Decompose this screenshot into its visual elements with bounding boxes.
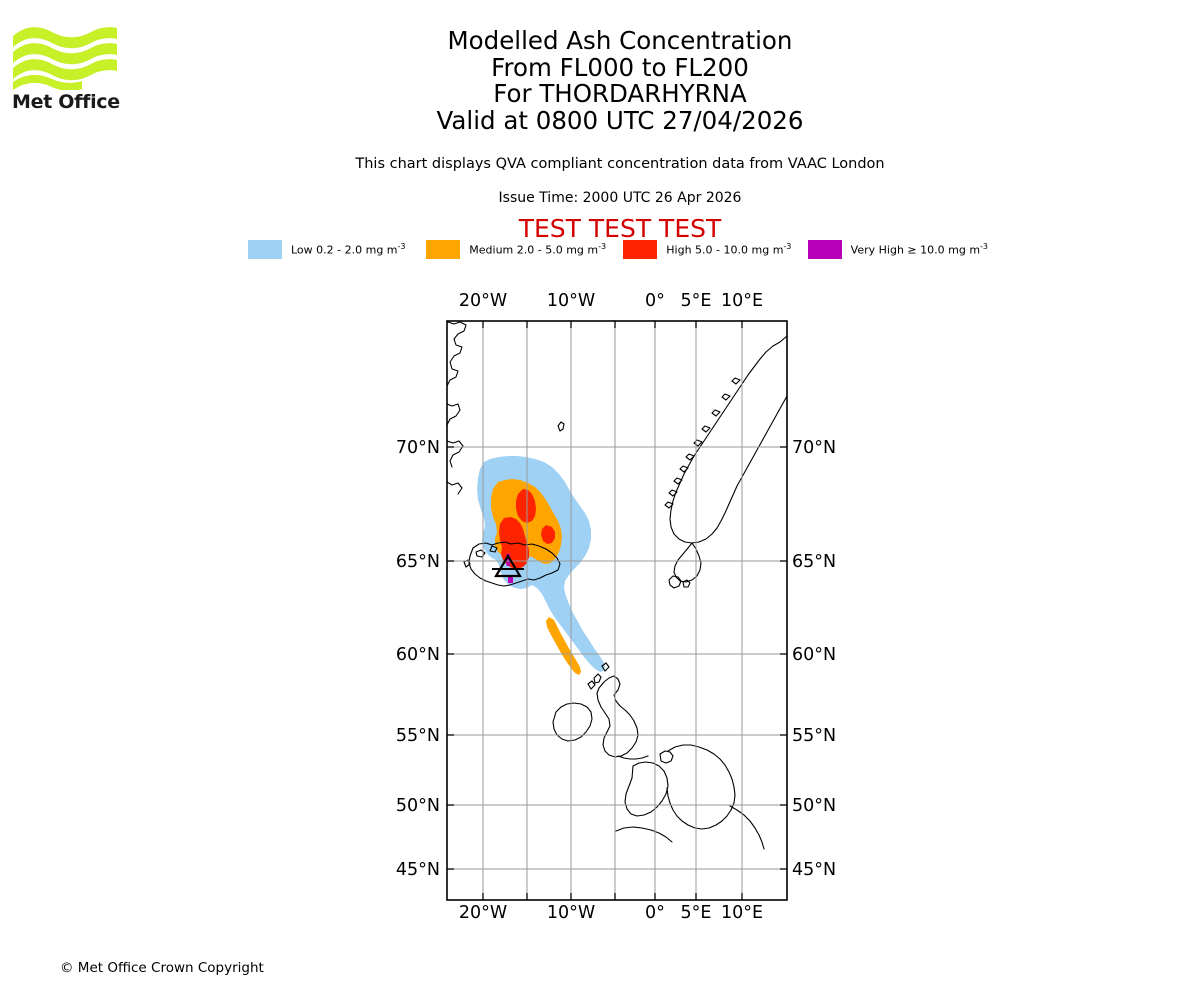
map-frame <box>446 320 788 901</box>
lon-label-top-20W: 20°W <box>459 291 507 311</box>
legend-swatch-medium <box>426 239 461 259</box>
ash-contour-very-high-upper <box>506 554 510 566</box>
legend-exponent-high: -3 <box>783 241 792 251</box>
lat-label-left-60N: 60°N <box>396 645 440 665</box>
coastline-great-britain <box>596 675 639 758</box>
legend-text-low: Low 0.2 - 2.0 mg m <box>291 243 398 257</box>
lon-label-top-10W: 10°W <box>547 291 595 311</box>
ash-contour-high-east <box>541 525 555 544</box>
lat-label-right-45N: 45°N <box>792 860 836 880</box>
lat-label-right-50N: 50°N <box>792 796 836 816</box>
ash-contour-high-north <box>516 489 536 523</box>
lat-label-right-70N: 70°N <box>792 438 836 458</box>
title-line-4: Valid at 0800 UTC 27/04/2026 <box>436 105 804 135</box>
coastline-scotland-isles <box>587 662 610 690</box>
map-axis-left: 70°N 65°N 60°N 55°N 50°N 45°N <box>396 438 440 880</box>
lat-label-left-45N: 45°N <box>396 860 440 880</box>
coastline-faroe <box>557 421 565 432</box>
coastlines <box>447 321 787 850</box>
coastline-iberia-north <box>615 826 673 843</box>
legend-exponent-low: -3 <box>397 241 406 251</box>
coastline-channel <box>617 755 649 760</box>
chart-note: This chart displays QVA compliant concen… <box>355 156 885 172</box>
met-office-logo: Met Office <box>12 24 122 114</box>
lat-label-left-50N: 50°N <box>396 796 440 816</box>
legend-swatch-low <box>248 239 282 259</box>
map-axis-bottom: 20°W 10°W 0° 5°E 10°E <box>459 903 763 923</box>
coastline-norway <box>669 335 787 544</box>
legend-label-low: Low 0.2 - 2.0 mg m-3 <box>291 242 406 257</box>
coastline-europe-mainland <box>666 744 736 830</box>
coastline-greenland <box>447 321 467 495</box>
legend-swatch-high <box>623 239 658 259</box>
volcano-marker-icon <box>492 553 524 578</box>
legend: Low 0.2 - 2.0 mg m-3 Medium 2.0 - 5.0 mg… <box>248 239 988 259</box>
title-line-2: From FL000 to FL200 <box>491 52 749 82</box>
map-gridlines <box>447 321 787 900</box>
page-title: Modelled Ash Concentration From FL000 to… <box>180 26 1060 135</box>
map-axis-top: 20°W 10°W 0° 5°E 10°E <box>459 291 763 311</box>
legend-label-very-high: Very High ≥ 10.0 mg m-3 <box>851 242 988 257</box>
lon-label-bottom-10E: 10°E <box>721 903 763 923</box>
legend-item-low: Low 0.2 - 2.0 mg m-3 <box>248 239 406 259</box>
logo-waves-icon <box>13 27 117 90</box>
title-line-1: Modelled Ash Concentration <box>447 26 793 55</box>
lat-label-right-60N: 60°N <box>792 645 836 665</box>
legend-text-medium: Medium 2.0 - 5.0 mg m <box>469 243 599 257</box>
legend-item-very-high: Very High ≥ 10.0 mg m-3 <box>807 239 988 259</box>
logo-wordmark: Met Office <box>12 91 120 113</box>
map-ticks <box>447 321 787 900</box>
lat-label-right-65N: 65°N <box>792 552 836 572</box>
coastline-norway-fjords <box>664 377 741 509</box>
copyright-notice: © Met Office Crown Copyright <box>60 960 264 976</box>
lat-label-right-55N: 55°N <box>792 726 836 746</box>
lon-label-top-10E: 10°E <box>721 291 763 311</box>
test-banner: TEST TEST TEST <box>518 214 722 243</box>
lon-label-top-0: 0° <box>645 291 665 311</box>
lon-label-top-5E: 5°E <box>681 291 712 311</box>
coastline-alps-south <box>729 805 765 850</box>
lat-label-left-65N: 65°N <box>396 552 440 572</box>
legend-text-high: High 5.0 - 10.0 mg m <box>666 243 784 257</box>
legend-item-high: High 5.0 - 10.0 mg m-3 <box>623 239 791 259</box>
legend-label-high: High 5.0 - 10.0 mg m-3 <box>666 242 791 257</box>
coastline-ireland <box>552 702 593 742</box>
ash-contour-very-high-lower <box>508 575 513 583</box>
lon-label-bottom-20W: 20°W <box>459 903 507 923</box>
legend-exponent-medium: -3 <box>598 241 607 251</box>
lat-label-left-55N: 55°N <box>396 726 440 746</box>
coastline-benelux <box>659 750 674 764</box>
lat-label-left-70N: 70°N <box>396 438 440 458</box>
issue-time: Issue Time: 2000 UTC 26 Apr 2026 <box>498 190 742 206</box>
ash-contour-medium-tail <box>546 617 581 675</box>
legend-item-medium: Medium 2.0 - 5.0 mg m-3 <box>426 239 606 259</box>
title-line-3: For THORDARHYRNA <box>493 79 747 108</box>
lon-label-bottom-5E: 5°E <box>681 903 712 923</box>
lon-label-bottom-10W: 10°W <box>547 903 595 923</box>
legend-swatch-very-high <box>807 239 842 259</box>
legend-exponent-very-high: -3 <box>980 241 989 251</box>
ash-concentration-map: 20°W 10°W 0° 5°E 10°E 20°W 10°W 0° 5°E 1… <box>380 286 850 936</box>
lon-label-bottom-0: 0° <box>645 903 665 923</box>
map-axis-right: 70°N 65°N 60°N 55°N 50°N 45°N <box>792 438 836 880</box>
map-background <box>447 321 787 900</box>
legend-label-medium: Medium 2.0 - 5.0 mg m-3 <box>469 242 606 257</box>
legend-text-very-high: Very High ≥ 10.0 mg m <box>850 243 981 257</box>
coastline-denmark <box>668 575 691 589</box>
